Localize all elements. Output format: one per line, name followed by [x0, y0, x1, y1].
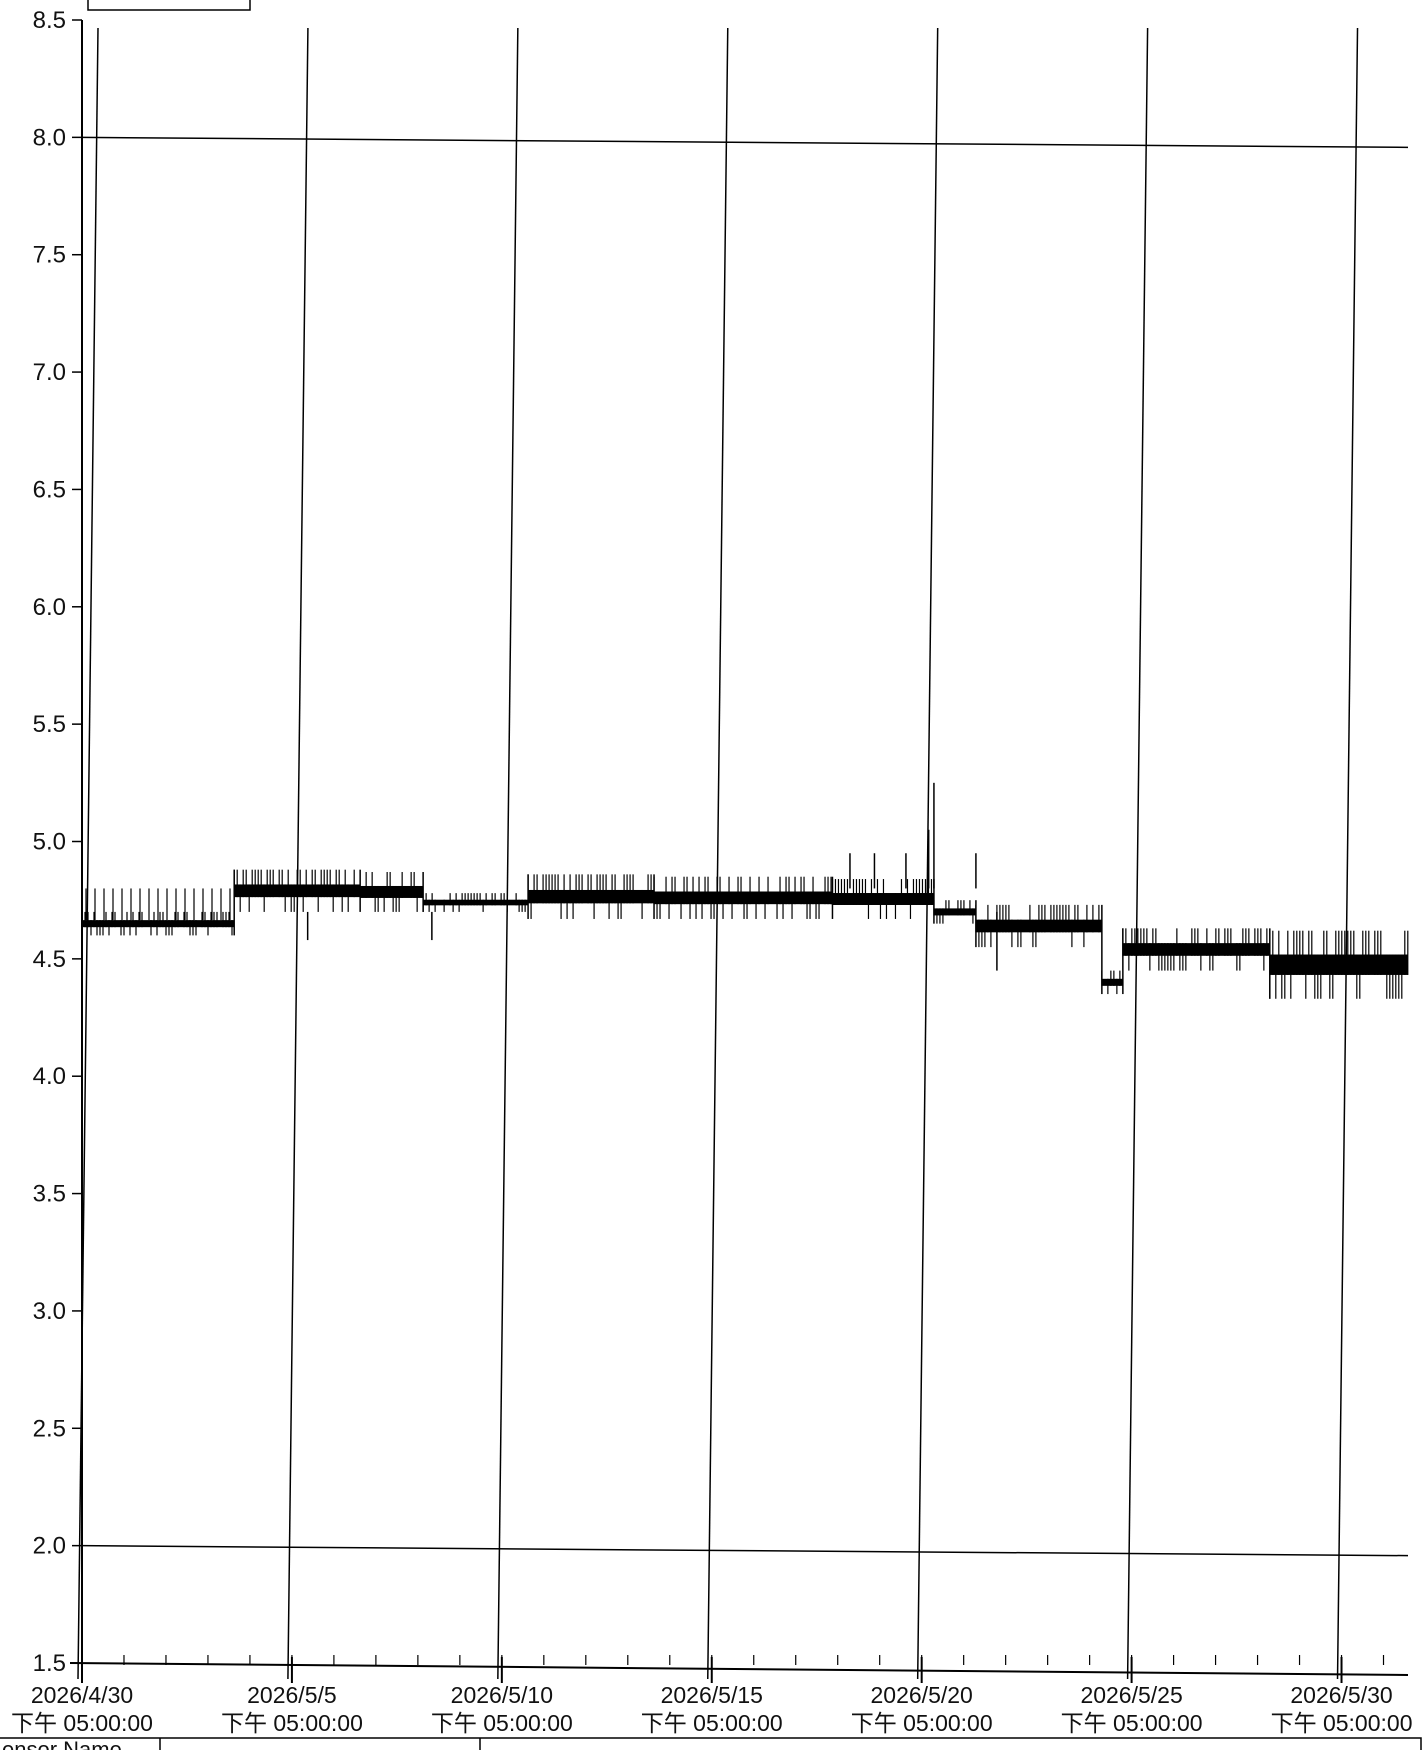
x-tick-time-label: 下午 05:00:00	[851, 1710, 993, 1736]
data-band-core	[360, 885, 424, 898]
data-band-core	[1101, 978, 1123, 986]
vertical-grid-line	[1126, 27, 1149, 1680]
data-band-core	[933, 908, 976, 916]
x-tick-date-label: 2026/5/20	[871, 1682, 973, 1708]
y-tick-label: 3.5	[33, 1181, 66, 1208]
y-tick-label: 6.5	[33, 476, 66, 503]
y-tick-label: 8.5	[33, 7, 66, 34]
y-tick-label: 6.0	[33, 594, 66, 621]
y-tick-label: 2.0	[33, 1533, 66, 1560]
x-tick-time-label: 下午 05:00:00	[641, 1710, 783, 1736]
y-tick-label: 5.0	[33, 829, 66, 856]
data-band-core	[82, 920, 235, 928]
x-tick-date-label: 2026/5/25	[1080, 1682, 1182, 1708]
data-layer	[81, 782, 1409, 999]
vertical-grid-line	[916, 27, 939, 1680]
x-tick-date-label: 2026/5/5	[247, 1682, 337, 1708]
y-tick-label: 1.5	[33, 1650, 66, 1677]
footer-table-border	[0, 1737, 1422, 1750]
x-tick-time-label: 下午 05:00:00	[221, 1710, 363, 1736]
y-tick-label: 3.0	[33, 1298, 66, 1325]
footer-table: ensor Name	[0, 1737, 1422, 1750]
y-tick-label: 4.0	[33, 1063, 66, 1090]
horizontal-reference-line	[81, 136, 1409, 149]
x-tick-date-label: 2026/5/30	[1290, 1682, 1392, 1708]
legend-box-fragment	[87, 0, 251, 11]
x-tick-time-label: 下午 05:00:00	[431, 1710, 573, 1736]
x-tick-date-label: 2026/4/30	[31, 1682, 133, 1708]
vertical-grid-line	[1336, 27, 1359, 1680]
x-tick-time-label: 下午 05:00:00	[1271, 1710, 1413, 1736]
vertical-grid-line	[497, 27, 519, 1680]
data-band-core	[1122, 943, 1270, 956]
y-tick-label: 8.0	[33, 124, 66, 151]
vertical-grid-line	[707, 27, 729, 1680]
x-tick-time-label: 下午 05:00:00	[11, 1710, 153, 1736]
sensor-name-label: ensor Name	[2, 1737, 122, 1750]
y-tick-label: 4.5	[33, 946, 66, 973]
vertical-grid-line	[287, 27, 309, 1680]
axes-layer: 1.5 2.0 2.5 3.0 3.5 4.0 4.5 5.0 5.5 6.0 6.5 7.0 7.5 8…	[11, 7, 1412, 1736]
x-tick-date-label: 2026/5/15	[661, 1682, 763, 1708]
y-tick-label: 7.0	[33, 359, 66, 386]
x-tick-time-label: 下午 05:00:00	[1061, 1710, 1203, 1736]
y-tick-label: 2.5	[33, 1415, 66, 1442]
y-tick-label: 7.5	[33, 242, 66, 269]
x-tick-date-label: 2026/5/10	[451, 1682, 553, 1708]
y-tick-label: 5.5	[33, 711, 66, 738]
x-axis-line	[69, 1662, 1409, 1676]
grid-layer	[77, 27, 1409, 1680]
data-band-core	[423, 899, 529, 906]
horizontal-reference-line	[81, 1544, 1409, 1557]
